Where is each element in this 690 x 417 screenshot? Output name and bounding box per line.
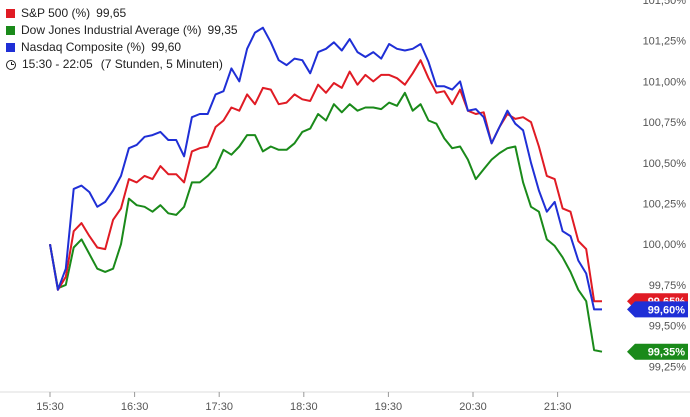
legend-value-nasdaq: 99,60 — [151, 40, 182, 54]
legend-value-dow: 99,35 — [207, 23, 238, 37]
legend-time-row: 15:30 - 22:05 (7 Stunden, 5 Minuten) — [6, 56, 238, 73]
x-tick-label: 15:30 — [36, 401, 64, 413]
end-value-badge-shape — [627, 301, 688, 318]
y-tick-label: 101,50% — [643, 0, 687, 7]
y-tick-label: 100,75% — [643, 117, 687, 129]
clock-icon — [6, 59, 16, 70]
y-tick-label: 99,25% — [649, 361, 687, 373]
legend-swatch-sp500 — [6, 9, 15, 18]
legend-item-dow[interactable]: Dow Jones Industrial Average (%) 99,35 — [6, 22, 238, 39]
series-layer — [49, 26, 603, 353]
end-value-label: 99,60% — [648, 304, 686, 316]
y-tick-label: 101,00% — [643, 76, 687, 88]
legend-swatch-dow — [6, 26, 15, 35]
x-tick-label: 20:30 — [459, 401, 487, 413]
time-range: 15:30 - 22:05 — [22, 57, 93, 71]
legend-label-sp500: S&P 500 (%) — [21, 6, 91, 20]
x-tick-label: 16:30 — [121, 401, 149, 413]
legend-value-sp500: 99,65 — [96, 6, 127, 20]
y-tick-label: 101,25% — [643, 36, 687, 48]
end-value-label: 99,35% — [648, 347, 686, 359]
y-axis: 99,25% 99,50% 99,75% 100,00% 100,25% 100,50% 1… — [643, 0, 687, 373]
series-line — [49, 59, 602, 303]
legend-item-sp500[interactable]: S&P 500 (%) 99,65 — [6, 5, 238, 22]
legend-swatch-nasdaq — [6, 43, 15, 52]
series-line — [49, 26, 602, 311]
series-line — [49, 91, 603, 353]
end-value-badge: 99,60% — [627, 301, 688, 318]
legend-item-nasdaq[interactable]: Nasdaq Composite (%) 99,60 — [6, 39, 238, 56]
legend-label-nasdaq: Nasdaq Composite (%) — [21, 40, 146, 54]
end-value-badge-shape — [627, 343, 688, 360]
x-tick-label: 21:30 — [544, 401, 572, 413]
x-tick-label: 19:30 — [375, 401, 403, 413]
chart-legend: S&P 500 (%) 99,65 Dow Jones Industrial A… — [6, 5, 238, 73]
end-value-badge: 99,35% — [627, 343, 688, 360]
legend-label-dow: Dow Jones Industrial Average (%) — [21, 23, 202, 37]
end-labels: 99,65%99,60%99,35% — [627, 293, 688, 360]
y-tick-label: 99,75% — [649, 280, 687, 292]
y-tick-label: 100,25% — [643, 199, 687, 211]
duration: (7 Stunden, 5 Minuten) — [100, 57, 223, 71]
y-tick-label: 100,50% — [643, 158, 687, 170]
x-tick-label: 18:30 — [290, 401, 318, 413]
y-tick-label: 99,50% — [649, 321, 687, 333]
x-axis: 15:30 16:30 17:30 18:30 19:30 20:30 21:30 — [0, 391, 690, 413]
y-tick-label: 100,00% — [643, 239, 687, 251]
x-tick-label: 17:30 — [205, 401, 233, 413]
